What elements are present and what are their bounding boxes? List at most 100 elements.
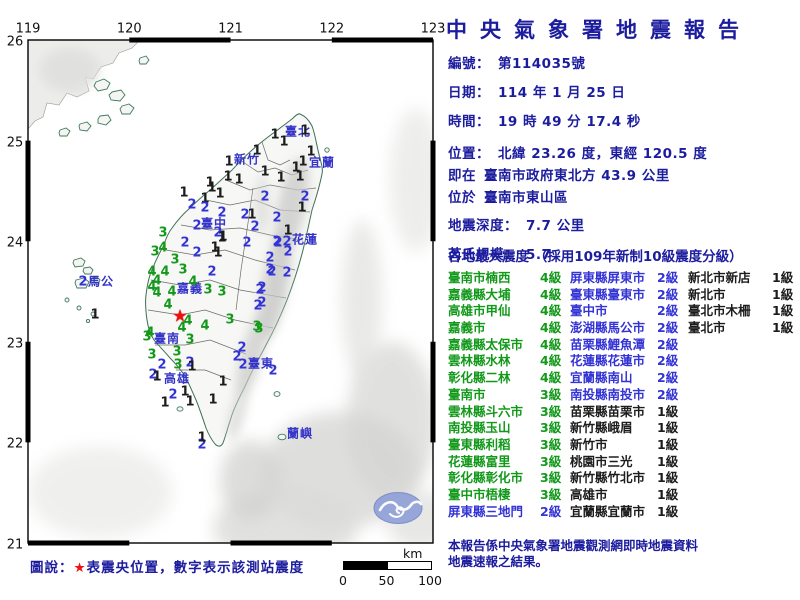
station-intensity: 1 (224, 154, 234, 170)
station-name: 臺中市 (570, 303, 608, 319)
station-name: 桃園市三光 (570, 453, 633, 469)
station-intensity: 1 (160, 395, 170, 411)
city-label-臺南: 臺南 (154, 331, 181, 346)
station-intensity: 1 (207, 180, 217, 196)
station-level: 3級 (540, 420, 562, 436)
station-intensity: 1 (197, 430, 207, 446)
station-name: 苗栗縣鯉魚潭 (570, 336, 646, 352)
station-intensity: 2 (257, 280, 267, 296)
station-name: 雲林縣斗六市 (448, 403, 524, 419)
station-intensity: 1 (295, 169, 305, 185)
field-label: 時間： (448, 114, 490, 130)
station-intensity: 1 (298, 154, 308, 170)
station-intensity: 4 (200, 318, 210, 334)
station-name: 花蓮縣富里 (448, 453, 511, 469)
station-level: 2級 (657, 303, 679, 319)
station-level: 1級 (657, 420, 679, 436)
station-level: 4級 (540, 303, 562, 319)
report-field: 位於 臺南市東山區 (448, 186, 707, 206)
station-intensity: 2 (267, 264, 277, 280)
city-label-宜蘭: 宜蘭 (309, 155, 336, 170)
lat-tick-label: 22 (6, 436, 24, 452)
station-level: 3級 (540, 403, 562, 419)
intensity-row: 嘉義縣太保市 4級 苗栗縣鯉魚潭 2級 (448, 334, 800, 352)
station-intensity: 2 (197, 437, 207, 453)
station-name: 臺東縣臺東市 (570, 286, 646, 302)
lon-tick-label: 123 (420, 21, 446, 37)
station-intensity: 3 (150, 244, 160, 260)
station-name: 花蓮縣花蓮市 (570, 353, 646, 369)
station-level: 1級 (657, 436, 679, 452)
station-intensity: 1 (297, 200, 307, 216)
station-intensity: 4 (147, 264, 157, 280)
field-value: 7.7 公里 (526, 218, 585, 234)
station-intensity: 1 (90, 307, 100, 323)
station-intensity: 1 (270, 127, 280, 143)
station-intensity: 2 (272, 210, 282, 226)
station-name: 屏東縣屏東市 (570, 270, 646, 285)
station-name: 新北市 (688, 286, 726, 302)
station-intensity: 1 (185, 394, 195, 410)
station-level: 1級 (657, 403, 679, 419)
station-intensity: 2 (265, 250, 275, 266)
field-value: 第114035號 (498, 56, 586, 72)
intensity-row: 雲林縣斗六市 3級 苗栗縣苗栗市 1級 (448, 401, 800, 419)
scalebar-unit: km (403, 546, 423, 561)
station-intensity: 1 (180, 384, 190, 400)
lon-tick-label: 119 (15, 21, 41, 37)
station-level: 1級 (772, 303, 794, 319)
lat-tick-label: 23 (6, 336, 24, 352)
map-frame (25, 37, 436, 546)
station-name: 新北市新店 (688, 270, 751, 285)
station-intensity: 1 (200, 191, 210, 207)
intensity-row: 高雄市甲仙 4級 臺中市 2級 臺北市木柵 1級 (448, 300, 800, 319)
station-intensity: 2 (148, 367, 158, 383)
station-level: 3級 (540, 453, 562, 469)
station-intensity: 1 (279, 134, 289, 150)
field-value: 北緯 23.26 度，東經 120.5 度 (498, 146, 708, 162)
intensity-row: 花蓮縣富里 3級 桃園市三光 1級 (448, 451, 800, 469)
station-name: 澎湖縣馬公市 (570, 320, 646, 336)
city-label-嘉義: 嘉義 (177, 281, 204, 296)
station-level: 2級 (657, 370, 679, 386)
station-level: 2級 (657, 336, 679, 352)
city-label-花蓮: 花蓮 (292, 232, 319, 247)
station-name: 新竹縣峨眉 (570, 420, 633, 436)
scale-bar (343, 561, 432, 570)
station-name: 南投縣南投市 (570, 386, 646, 402)
station-intensity: 3 (225, 312, 235, 328)
field-value: 臺南市東山區 (484, 190, 568, 206)
station-intensity: 3 (254, 321, 264, 337)
station-level: 2級 (540, 503, 562, 519)
station-intensity: 2 (168, 387, 178, 403)
field-value: 114 年 1 月 25 日 (498, 85, 626, 101)
station-name: 屏東縣三地門 (448, 503, 524, 519)
city-label-馬公: 馬公 (88, 274, 115, 289)
station-intensity: 2 (238, 357, 248, 373)
station-intensity: 4 (188, 274, 198, 290)
station-intensity: 2 (180, 235, 190, 251)
report-field: 即在 臺南市政府東北方 43.9 公里 (448, 164, 707, 184)
small-islands (64, 147, 330, 441)
station-intensity: 1 (208, 392, 218, 408)
footnote-line: 地震速報之結果。 (448, 554, 549, 569)
epicenter-star: ★ (172, 306, 188, 327)
station-intensity: 3 (217, 284, 227, 300)
city-label-蘭嶼: 蘭嶼 (287, 426, 314, 441)
station-intensity: 2 (192, 245, 202, 261)
station-intensity: 2 (187, 197, 197, 213)
legend-text: 表震央位置，數字表示該測站震度 (86, 560, 305, 576)
station-intensity: 2 (265, 262, 275, 278)
station-intensity: 1 (210, 240, 220, 256)
station-intensity: 2 (255, 282, 265, 298)
station-level: 3級 (540, 486, 562, 502)
station-level: 3級 (540, 386, 562, 402)
station-intensity: 2 (157, 357, 167, 373)
station-intensity: 4 (147, 279, 157, 295)
station-intensity: 3 (172, 344, 182, 360)
taiwan-coastline (145, 113, 323, 447)
station-name: 彰化縣彰化市 (448, 470, 524, 486)
station-intensity: 1 (215, 186, 225, 202)
intensity-row: 臺南市 3級 南投縣南投市 2級 (448, 384, 800, 402)
city-label-臺東: 臺東 (248, 356, 275, 371)
